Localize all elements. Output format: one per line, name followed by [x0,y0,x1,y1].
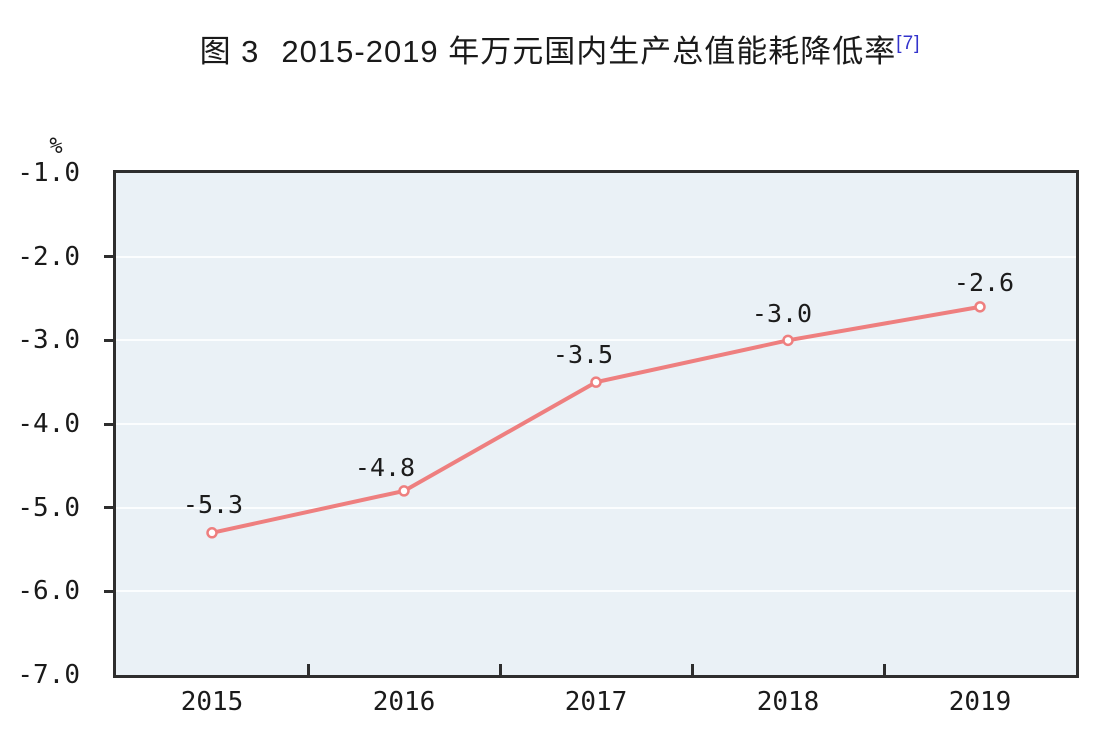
data-point-marker [398,485,410,497]
y-axis-tick [104,506,113,510]
data-point-marker [590,376,602,388]
chart-title-text: 2015-2019 年万元国内生产总值能耗降低率 [281,34,897,69]
plot-area [113,170,1079,678]
figure-number: 图 3 [199,34,260,69]
x-axis-tick [690,664,694,675]
y-tick-label: -6.0 [17,576,80,607]
y-axis-unit-label: % [49,134,63,159]
data-label: -2.6 [953,267,1015,297]
x-axis-tick [306,664,310,675]
x-axis-tick [498,664,502,675]
x-tick-label: 2015 [180,687,244,717]
chart-title: 图 3 2015-2019 年万元国内生产总值能耗降低率[7] [0,26,1120,71]
gridline [116,339,1076,342]
y-tick-label: -1.0 [17,158,80,188]
y-tick-label: -7.0 [17,660,80,690]
footnote-link[interactable]: [7] [896,33,921,54]
y-axis-tick [104,589,113,593]
y-tick-label: -4.0 [17,409,80,439]
y-axis-tick [104,422,113,426]
data-label: -4.8 [354,452,416,482]
line-series [206,301,986,539]
gridline [116,255,1076,258]
data-label: -3.5 [552,340,614,370]
data-label: -3.0 [751,299,813,329]
y-tick-label: -3.0 [17,325,80,356]
y-axis-tick [104,255,113,259]
y-axis-tick [104,338,113,342]
y-tick-label: -5.0 [17,492,80,523]
x-axis-tick [882,664,886,675]
y-tick-label: -2.0 [17,241,80,272]
gridline [116,590,1076,593]
x-tick-label: 2017 [564,687,628,717]
gridline [116,506,1076,509]
x-tick-label: 2016 [372,687,436,717]
gridline [116,423,1076,425]
x-tick-label: 2019 [948,687,1012,717]
data-point-marker [974,301,986,313]
data-point-marker [206,527,218,539]
data-point-marker [782,334,794,347]
data-label: -5.3 [182,489,244,519]
x-tick-label: 2018 [756,687,820,717]
